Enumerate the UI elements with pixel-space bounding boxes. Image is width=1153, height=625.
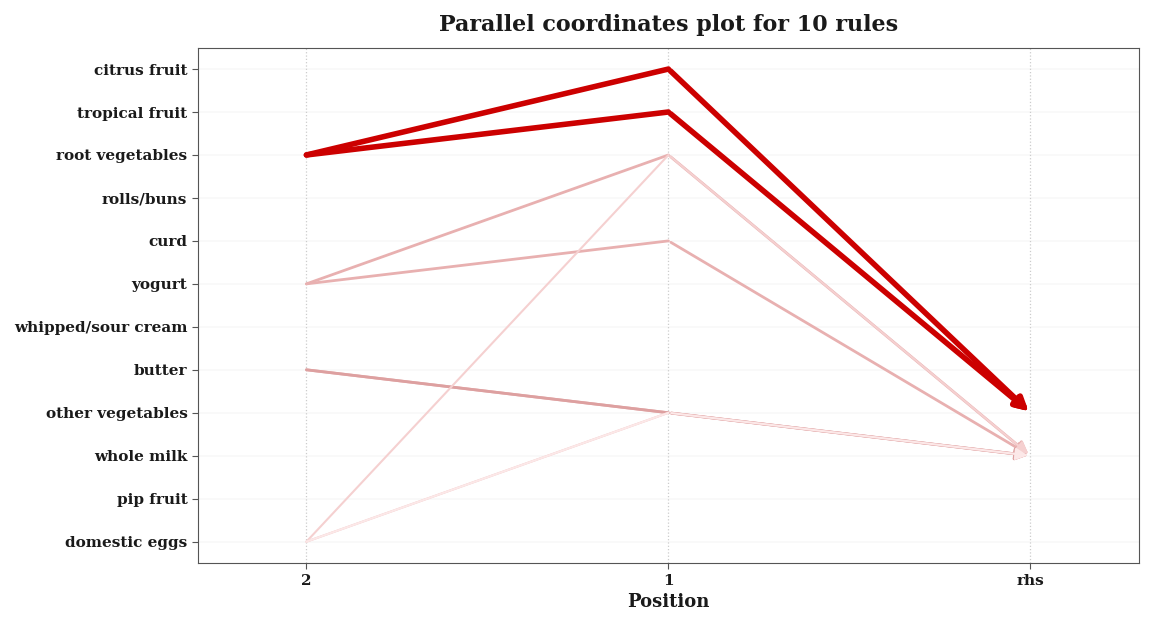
X-axis label: Position: Position <box>627 593 709 611</box>
Title: Parallel coordinates plot for 10 rules: Parallel coordinates plot for 10 rules <box>439 14 898 36</box>
